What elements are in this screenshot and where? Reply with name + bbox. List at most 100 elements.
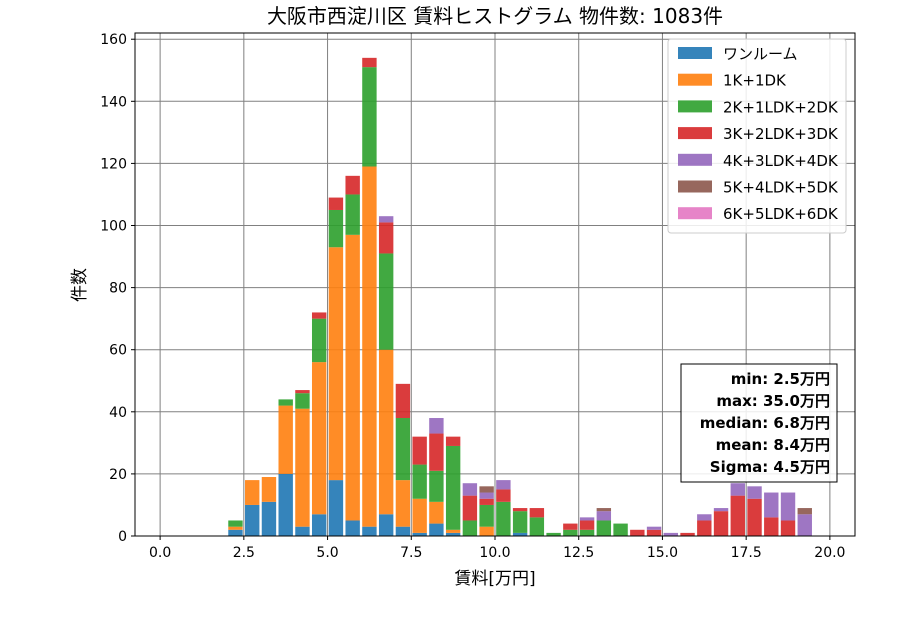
legend-swatch [678, 100, 712, 113]
bar-segment [747, 498, 762, 536]
bar-segment [328, 197, 344, 210]
bar-segment [429, 470, 444, 502]
bar-segment [479, 486, 494, 493]
bar-segment [245, 504, 260, 536]
bar-segment [479, 526, 494, 536]
x-tick-label: 7.5 [400, 545, 422, 561]
bar-segment [680, 532, 695, 536]
legend-swatch [678, 73, 712, 86]
bar-segment [362, 57, 377, 68]
bar-segment [345, 175, 360, 195]
ticks-layer: 0.0 2.5 5.0 7.5 10.0 12.5 15.0 17.5 20.0 0 20 40 60 8… [100, 32, 845, 561]
bar-segment [228, 520, 243, 527]
bar-segment [311, 362, 327, 515]
y-tick-label: 60 [109, 343, 127, 359]
legend-label: 2K+1LDK+2DK [723, 98, 839, 116]
bar-segment [730, 483, 745, 496]
bar-segment [345, 194, 360, 235]
bar-segment [445, 532, 461, 536]
bar-segment [529, 517, 545, 536]
bar-segment [395, 418, 411, 481]
bars-layer [228, 57, 812, 536]
x-tick-label: 20.0 [814, 545, 845, 561]
legend-label: 4K+3LDK+4DK [723, 152, 839, 170]
x-tick-label: 5.0 [316, 545, 338, 561]
bar-segment [345, 520, 360, 536]
legend: ワンルーム 1K+1DK 2K+1LDK+2DK 3K+2LDK+3DK 4K+3LDK… [667, 38, 847, 234]
y-axis-label: 件数 [70, 268, 90, 302]
bar-segment [412, 436, 427, 465]
bar-segment [228, 526, 243, 530]
bar-segment [780, 520, 796, 536]
bar-segment [697, 520, 712, 536]
y-tick-label: 160 [100, 32, 127, 48]
bar-segment [328, 247, 344, 481]
bar-segment [764, 517, 779, 536]
bar-segment [311, 514, 327, 536]
legend-label: 1K+1DK [723, 72, 787, 90]
bar-segment [596, 508, 612, 512]
bar-segment [462, 520, 478, 536]
bar-segment [245, 480, 260, 505]
bar-segment [345, 234, 360, 521]
bar-segment [479, 492, 494, 499]
bar-segment [445, 529, 461, 533]
bar-segment [496, 489, 511, 502]
x-tick-label: 17.5 [731, 545, 762, 561]
bar-segment [697, 514, 712, 521]
bar-segment [496, 501, 511, 536]
bar-segment [295, 526, 310, 536]
y-tick-label: 40 [109, 405, 127, 421]
bar-segment [328, 209, 344, 248]
legend-swatch [678, 127, 712, 140]
bar-segment [747, 486, 762, 499]
bar-segment [730, 495, 745, 536]
bar-segment [579, 529, 595, 536]
bar-segment [412, 498, 427, 533]
bar-segment [429, 433, 444, 471]
bar-segment [713, 511, 729, 536]
stats-sigma: Sigma: 4.5万円 [710, 458, 830, 476]
bar-segment [395, 526, 411, 536]
bar-segment [579, 520, 595, 530]
stats-max: max: 35.0万円 [716, 392, 830, 410]
bar-segment [445, 445, 461, 530]
legend-label: 6K+5LDK+6DK [723, 205, 839, 223]
legend-label: 5K+4LDK+5DK [723, 179, 839, 197]
bar-segment [479, 498, 494, 505]
bar-segment [563, 529, 578, 536]
bar-segment [563, 523, 578, 530]
bar-segment [445, 436, 461, 446]
bar-segment [295, 393, 310, 409]
stats-min: min: 2.5万円 [731, 370, 830, 388]
bar-segment [378, 253, 394, 350]
bar-segment [362, 67, 377, 167]
x-tick-label: 10.0 [479, 545, 510, 561]
bar-segment [395, 383, 411, 419]
x-axis-label: 賃料[万円] [454, 569, 535, 589]
bar-segment [613, 523, 628, 536]
bar-segment [529, 508, 545, 518]
bar-segment [596, 511, 612, 521]
stats-mean: mean: 8.4万円 [716, 436, 830, 454]
bar-segment [295, 390, 310, 394]
bar-segment [646, 529, 662, 536]
bar-segment [797, 508, 812, 515]
bar-segment [462, 483, 478, 496]
bar-segment [328, 480, 344, 536]
bar-segment [412, 532, 427, 536]
stats-box-frame [680, 363, 838, 483]
bar-segment [378, 222, 394, 254]
bar-segment [228, 529, 243, 536]
y-tick-label: 120 [100, 156, 127, 172]
y-tick-label: 100 [100, 219, 127, 235]
bar-segment [362, 526, 377, 536]
bar-segment [429, 501, 444, 524]
bar-segment [780, 492, 796, 521]
bar-segment [261, 477, 277, 502]
bar-segment [362, 166, 377, 527]
bar-segment [311, 318, 327, 363]
bar-segment [261, 501, 277, 536]
legend-label: ワンルーム [723, 45, 798, 63]
legend-swatch [678, 47, 712, 59]
